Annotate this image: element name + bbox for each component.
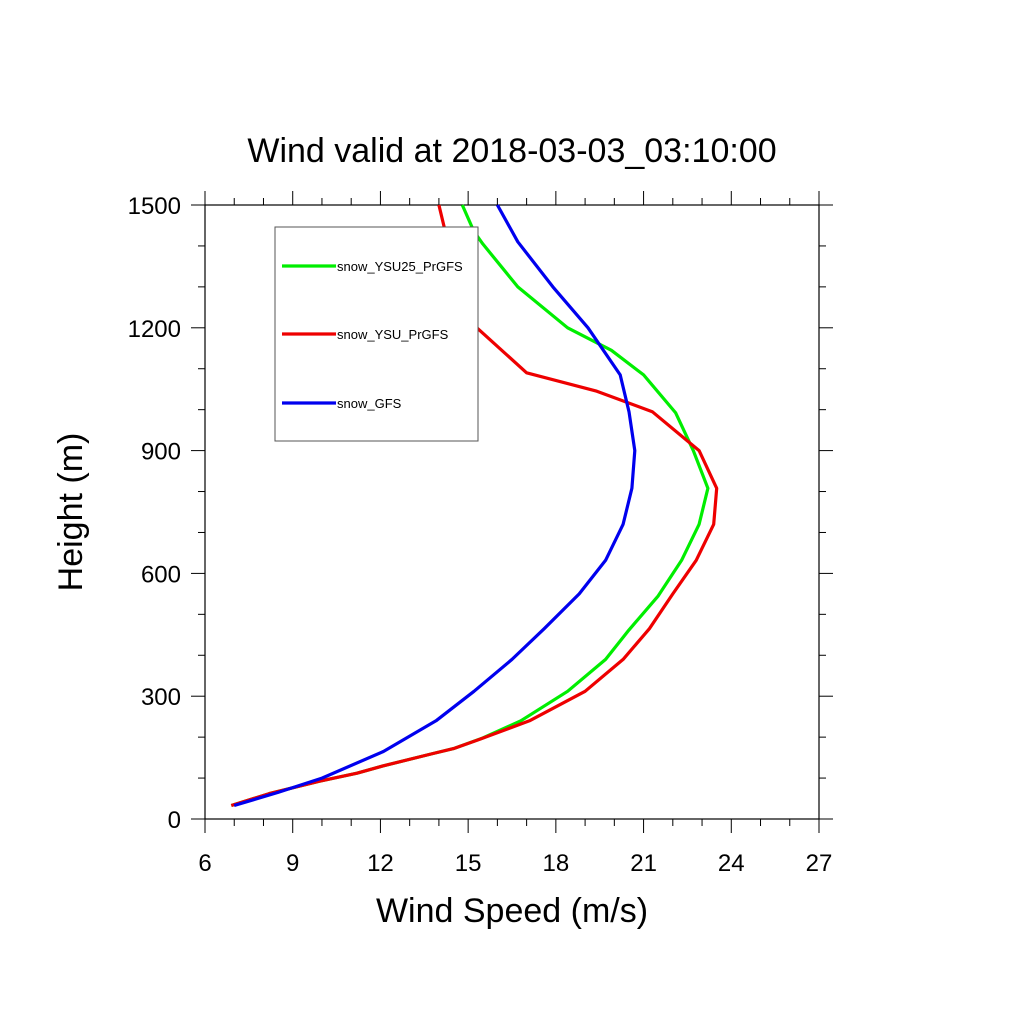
y-tick-label: 1500 [128,193,181,220]
series-line-snow_GFS [233,204,637,808]
x-tick-label: 18 [543,850,570,877]
y-tick-label: 300 [141,684,181,711]
legend-label: snow_YSU_PrGFS [337,327,449,342]
series-layer [230,204,719,808]
x-tick-label: 21 [630,850,657,877]
y-tick-label: 1200 [128,316,181,343]
y-tick-label: 0 [168,807,181,834]
x-tick-label: 27 [806,850,833,877]
chart-title: Wind valid at 2018-03-03_03:10:00 [247,132,776,170]
x-tick-label: 12 [367,850,394,877]
legend: snow_YSU25_PrGFS snow_YSU_PrGFS snow_GFS [274,226,479,442]
x-tick-label: 24 [718,850,745,877]
y-tick-label: 900 [141,439,181,466]
x-tick-label: 6 [198,850,211,877]
y-tick-label: 600 [141,561,181,588]
series-line-snow_YSU_PrGFS [230,204,719,808]
y-axis-label: Height (m) [52,433,90,592]
plot-frame [204,204,820,820]
legend-label: snow_GFS [337,396,402,411]
x-tick-label: 9 [286,850,299,877]
x-tick-label: 15 [455,850,482,877]
plot-area [204,204,820,820]
legend-label: snow_YSU25_PrGFS [337,259,463,274]
x-axis-label: Wind Speed (m/s) [376,892,648,930]
axes-layer: 6 9 12 15 18 21 24 27 0 300 600 900 1200 1500 [128,191,833,877]
